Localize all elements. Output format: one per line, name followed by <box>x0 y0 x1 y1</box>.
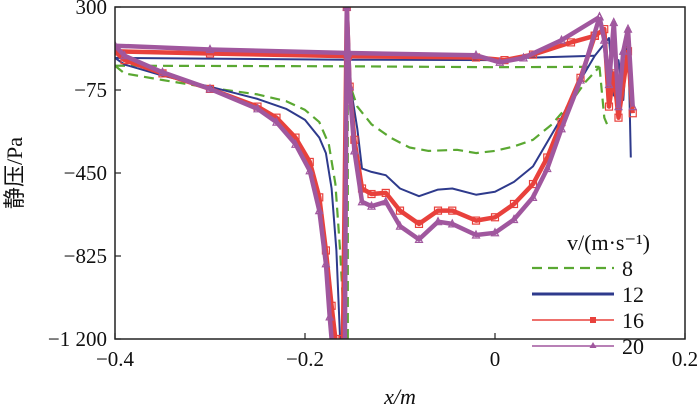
data-point-20 <box>519 52 528 62</box>
data-point-16 <box>509 199 519 209</box>
data-point-20 <box>604 79 614 89</box>
legend-label-8: 8 <box>622 256 633 281</box>
data-point-16 <box>414 219 424 229</box>
data-point-20 <box>528 192 538 201</box>
data-point-20 <box>447 218 457 228</box>
axis-ticks: −0.4 −0.2 0 0.2 300 −75 −450 −825 −1 200 <box>48 0 698 371</box>
data-point-20 <box>595 11 604 21</box>
y-tick-label: −450 <box>64 161 107 185</box>
data-point-20 <box>349 145 359 155</box>
series-layer <box>115 7 638 339</box>
series-line-20 <box>115 44 334 339</box>
series-line-20 <box>597 16 635 109</box>
data-point-20 <box>471 229 481 239</box>
data-point-20 <box>414 234 424 243</box>
data-point-20 <box>623 23 633 33</box>
data-point-20 <box>609 17 619 27</box>
x-axis-label: x/m <box>383 384 416 409</box>
series-8 <box>115 7 611 339</box>
data-point-20 <box>158 66 167 76</box>
data-point-20 <box>628 101 638 111</box>
series-line-8 <box>598 66 611 130</box>
legend-label-16: 16 <box>622 308 644 333</box>
data-point-20 <box>618 45 628 55</box>
series-line-8 <box>346 7 601 339</box>
data-point-20 <box>120 50 129 60</box>
data-point-20 <box>115 40 120 50</box>
data-point-16 <box>566 38 576 47</box>
series-line-8 <box>115 64 600 69</box>
series-line-20 <box>342 7 602 339</box>
data-point-20 <box>542 163 552 173</box>
data-point-20 <box>557 34 566 44</box>
data-point-20 <box>321 258 331 268</box>
x-tick-label: 0.2 <box>672 347 698 371</box>
legend-label-20: 20 <box>622 334 644 359</box>
data-point-20 <box>367 200 376 210</box>
y-tick-label: −1 200 <box>48 327 107 351</box>
data-point-20 <box>433 216 443 226</box>
legend-title: v/(m·s⁻¹) <box>567 230 650 255</box>
series-line-20 <box>115 15 601 65</box>
data-point-16 <box>395 206 405 215</box>
series-line-8 <box>115 64 346 339</box>
data-point-20 <box>381 196 391 206</box>
data-point-20 <box>345 81 355 91</box>
data-point-20 <box>253 103 262 113</box>
legend-marker-16 <box>590 317 596 323</box>
data-point-16 <box>433 206 443 215</box>
data-point-20 <box>314 205 324 215</box>
data-point-20 <box>509 214 519 224</box>
data-point-16 <box>367 189 376 199</box>
data-point-20 <box>205 44 215 54</box>
data-point-20 <box>471 49 481 59</box>
y-tick-label: 300 <box>76 0 108 19</box>
x-tick-label: 0 <box>490 347 501 371</box>
y-axis-label: 静压/Pa <box>2 137 27 209</box>
data-point-20 <box>495 56 505 66</box>
data-point-16 <box>331 334 340 339</box>
legend-label-12: 12 <box>622 282 644 307</box>
data-point-20 <box>395 220 405 230</box>
data-point-16 <box>528 179 538 189</box>
data-point-16 <box>614 113 623 122</box>
data-point-16 <box>471 216 481 225</box>
data-point-16 <box>381 188 390 198</box>
data-point-20 <box>357 196 367 206</box>
series-line-12 <box>342 7 596 339</box>
data-point-20 <box>272 116 281 126</box>
data-point-20 <box>205 83 215 93</box>
data-point-16 <box>490 213 500 222</box>
data-point-20 <box>576 74 585 84</box>
legend-marker-20 <box>589 342 597 348</box>
data-point-20 <box>490 227 500 237</box>
data-point-20 <box>614 101 623 111</box>
series-line-12 <box>115 57 342 339</box>
data-point-20 <box>325 311 335 321</box>
data-point-20 <box>599 34 609 44</box>
y-tick-label: −75 <box>74 78 107 102</box>
series-20 <box>115 7 638 339</box>
x-tick-label: −0.4 <box>96 347 135 371</box>
data-point-16 <box>604 102 614 111</box>
data-point-20 <box>342 7 352 11</box>
data-point-20 <box>557 123 566 133</box>
y-tick-label: −825 <box>64 244 107 268</box>
data-point-16 <box>448 206 457 215</box>
data-point-20 <box>291 138 300 148</box>
data-point-20 <box>305 165 315 175</box>
x-tick-label: −0.2 <box>286 347 324 371</box>
